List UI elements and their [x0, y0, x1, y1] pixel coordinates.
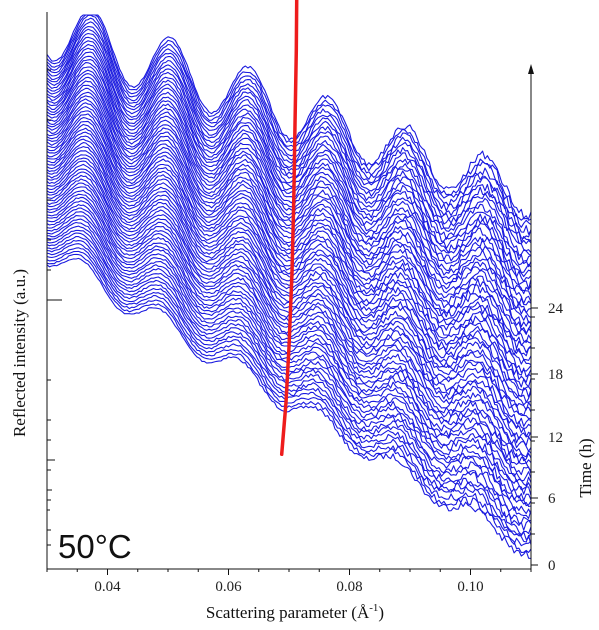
reflectivity-curve — [46, 253, 532, 554]
time-tick-label: 12 — [548, 430, 563, 446]
reflectivity-curve — [46, 32, 532, 253]
reflectivity-curve — [46, 232, 532, 525]
reflectivity-curve — [46, 106, 532, 354]
reflectivity-curve — [46, 66, 532, 298]
peak-position-trace — [279, 0, 299, 457]
red-trace-group — [279, 0, 299, 457]
time-tick-label: 0 — [548, 558, 556, 574]
reflectivity-curve — [46, 98, 532, 343]
reflectivity-curve — [46, 235, 532, 531]
reflectivity-curve — [46, 28, 532, 245]
reflectivity-curve — [46, 25, 532, 243]
reflectivity-curve — [46, 76, 532, 314]
reflectivity-curve — [46, 36, 532, 257]
reflectivity-curve — [46, 120, 532, 373]
reflectivity-curve — [46, 243, 532, 540]
time-tick-label: 6 — [548, 491, 556, 507]
time-axis-arrow — [528, 64, 534, 74]
time-tick-label: 24 — [548, 301, 564, 317]
reflectivity-curve — [46, 84, 532, 324]
axes-group: 0.04 0.06 0.08 0.10 0 6 12 18 24 — [46, 12, 564, 595]
y-axis-title: Reflected intensity (a.u.) — [10, 269, 29, 437]
reflectivity-curve — [46, 257, 532, 560]
reflectivity-curve — [46, 51, 532, 278]
x-tick-label: 0.08 — [336, 579, 362, 595]
reflectivity-curve — [46, 21, 532, 239]
reflectivity-curve — [46, 135, 532, 391]
reflectivity-curve — [46, 117, 532, 366]
reflectivity-curve — [46, 113, 532, 361]
x-axis-title: Scattering parameter (Å-1) — [206, 602, 384, 622]
reflectivity-curve — [46, 73, 532, 307]
curves-group — [46, 14, 532, 560]
reflectivity-curve — [46, 17, 532, 235]
reflectivity-curve — [46, 142, 532, 403]
reflectivity-curve — [46, 87, 532, 328]
reflectivity-curve — [46, 95, 532, 336]
reflectivity-curve — [46, 138, 532, 398]
time-tick-label: 18 — [548, 367, 563, 383]
reflectivity-curve — [46, 47, 532, 274]
reflectivity-curve — [46, 62, 532, 295]
reflectivity-curve — [46, 123, 532, 378]
reflectivity-curve — [46, 127, 532, 383]
x-tick-label: 0.10 — [457, 579, 483, 595]
reflectivity-curve — [46, 40, 532, 265]
x-tick-label: 0.06 — [215, 579, 242, 595]
reflectivity-curve — [46, 102, 532, 346]
reflectivity-curve — [46, 55, 532, 282]
reflectivity-curve — [46, 14, 532, 221]
x-tick-label: 0.04 — [94, 579, 121, 595]
reflectivity-curve — [46, 250, 532, 547]
reflectivity-curve — [46, 131, 532, 388]
reflectivity-curve — [46, 247, 532, 545]
reflectivity-curve — [46, 146, 532, 406]
temperature-label: 50°C — [58, 528, 132, 565]
reflectivity-curve — [46, 154, 532, 417]
reflectivity-curve — [46, 157, 532, 420]
reflectivity-curve — [46, 59, 532, 290]
time-axis-title: Time (h) — [576, 438, 595, 497]
reflectivity-curve — [46, 14, 532, 220]
reflectivity-curve — [46, 239, 532, 536]
reflectivity-curve — [46, 110, 532, 357]
reflectivity-curve — [46, 80, 532, 318]
reflectivity-curve — [46, 69, 532, 304]
reflectivity-curve — [46, 91, 532, 334]
reflectivity-curve — [46, 43, 532, 268]
